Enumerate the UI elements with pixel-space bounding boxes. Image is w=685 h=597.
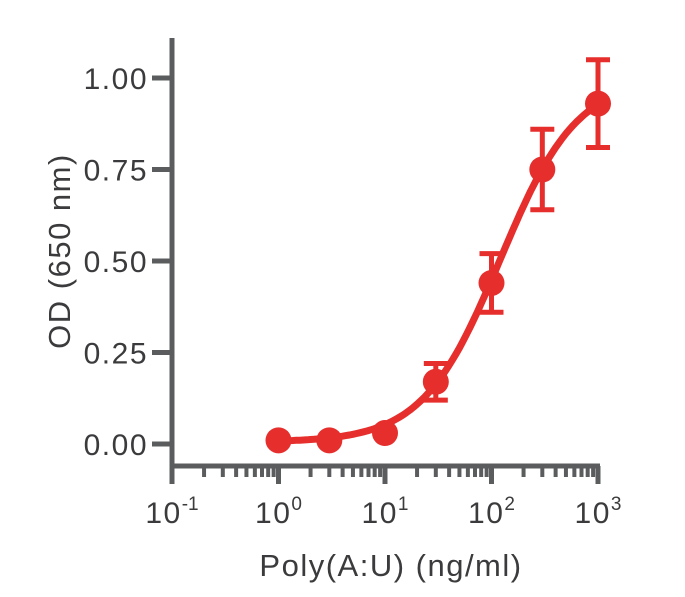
data-point [422,368,449,395]
data-point [372,420,398,447]
tick-labels-layer: 0.00 0.25 0.50 0.75 1.00 10-1 100 101 102 103 [84,63,622,530]
error-bars-layer [423,57,610,403]
data-point [585,90,611,117]
y-tick-label: 0.25 [84,338,148,371]
x-tick-label: 10-1 [145,494,198,530]
data-point [478,269,505,296]
y-axis-title: OD (650 nm) [42,153,77,349]
y-tick-label: 0.00 [84,429,148,462]
x-tick-label: 102 [468,494,515,530]
x-tick-label: 101 [362,494,409,530]
y-tick-label: 0.50 [84,246,148,279]
y-tick-label: 1.00 [84,63,148,96]
x-axis-title: Poly(A:U) (ng/ml) [259,548,523,583]
data-points-layer [265,90,611,454]
data-point [529,156,556,183]
data-point [316,427,343,454]
x-tick-label: 103 [575,494,622,530]
data-point [265,427,292,454]
x-tick-label: 100 [255,494,302,530]
y-tick-label: 0.75 [84,155,148,188]
axes-layer [152,38,601,484]
